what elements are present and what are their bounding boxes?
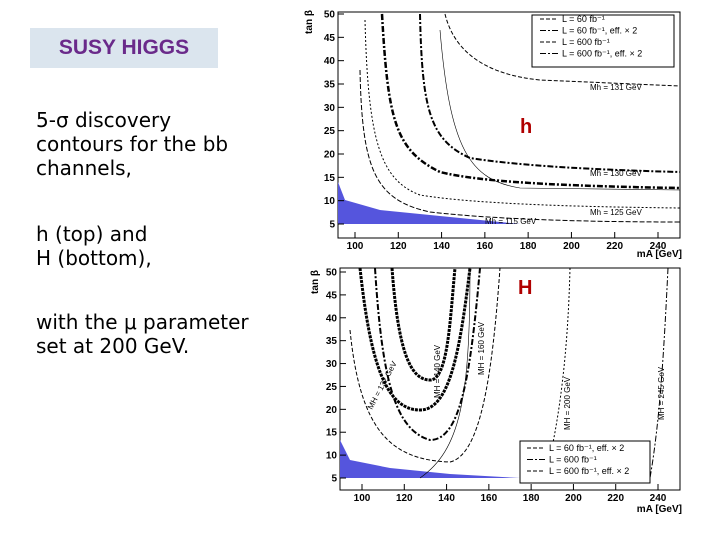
y-tick-label: 40 [324,56,336,67]
contour [358,267,472,412]
text-line: set at 200 GeV. [36,334,190,358]
y-tick-label: 10 [324,196,336,207]
x-tick-label: 120 [396,493,413,504]
title-box: SUSY HIGGS [30,28,218,68]
y-tick-label: 40 [326,313,338,324]
text-line: 5-σ discovery [36,108,172,132]
excluded-region [340,440,520,478]
annotation: Mh = 115 GeV [485,217,537,226]
x-tick-label: 200 [563,241,580,252]
text-line: contours for the bb [36,132,229,156]
contour [649,267,669,479]
plot-label: h [520,116,532,138]
x-tick-label: 240 [650,241,667,252]
legend-entry: L = 600 fb⁻¹ [562,37,610,47]
contour [419,13,681,173]
y-tick-label: 25 [324,126,336,137]
plot-label: H [518,277,532,299]
y-tick-label: 45 [324,33,336,44]
y-tick-label: 30 [324,103,336,114]
x-tick-label: 140 [433,241,450,252]
x-tick-label: 160 [477,241,494,252]
y-tick-label: 50 [324,10,336,21]
annotation: MH = 245 GeV [657,366,666,420]
contour [380,13,681,190]
x-tick-label: 220 [606,241,623,252]
top-plot [337,11,681,239]
y-tick-label: 30 [326,359,338,370]
legend [531,14,675,68]
bottom-plot [339,267,681,491]
legend-entry: L = 60 fb⁻¹, eff. × 2 [562,26,637,36]
x-tick-label: 160 [481,493,498,504]
annotation: MH = 140 GeV [433,344,442,398]
y-tick-label: 25 [326,382,338,393]
y-tick-label: 5 [329,220,335,231]
x-tick-label: 140 [438,493,455,504]
annotation: Mh = 130 GeV [590,169,642,178]
x-axis-label: mA [GeV] [637,504,682,515]
y-tick-label: 15 [326,428,338,439]
text-line: with the μ parameter [36,310,249,334]
legend-entry: L = 600 fb⁻¹, eff. × 2 [562,49,642,59]
y-tick-label: 10 [326,451,338,462]
y-tick-label: 50 [326,268,338,279]
y-tick-label: 35 [324,80,336,91]
y-axis-label: tan β [310,270,321,294]
text-line: H (bottom), [36,246,152,270]
x-tick-label: 120 [390,241,407,252]
y-tick-label: 45 [326,290,338,301]
contour [359,69,681,223]
y-tick-label: 15 [324,173,336,184]
y-tick-label: 20 [326,405,338,416]
annotation: Mh = 125 GeV [590,208,642,217]
text-line: h (top) and [36,222,148,246]
slide-title: SUSY HIGGS [58,36,190,59]
x-tick-label: 180 [523,493,540,504]
contour [349,267,501,463]
x-tick-label: 100 [347,241,364,252]
x-tick-label: 220 [607,493,624,504]
y-axis-label: tan β [304,10,315,34]
paragraph: h (top) and H (bottom), [36,222,152,270]
contour [444,13,681,87]
contour [439,29,681,191]
x-tick-label: 180 [520,241,537,252]
excluded-region [338,182,520,224]
legend-entry: L = 600 fb⁻¹ [549,455,597,465]
x-tick-label: 200 [565,493,582,504]
contour [374,267,481,442]
y-tick-label: 35 [326,336,338,347]
legend-entry: L = 600 fb⁻¹, eff. × 2 [549,466,629,476]
annotation: Mh = 131 GeV [590,83,642,92]
contour [419,267,471,479]
x-axis-label: mA [GeV] [637,249,682,260]
annotation: MH = 160 GeV [477,321,486,375]
y-tick-label: 5 [331,474,337,485]
legend-entry: L = 60 fb⁻¹, eff. × 2 [549,443,624,453]
paragraph: with the μ parameter set at 200 GeV. [36,310,249,358]
legend-entry: L = 60 fb⁻¹ [562,14,605,24]
y-tick-label: 20 [324,150,336,161]
x-tick-label: 240 [650,493,667,504]
text-line: channels, [36,156,132,180]
paragraph: 5-σ discovery contours for the bb channe… [36,108,228,180]
x-tick-label: 100 [354,493,371,504]
annotation: MH = 200 GeV [563,376,572,430]
contour [390,267,457,382]
